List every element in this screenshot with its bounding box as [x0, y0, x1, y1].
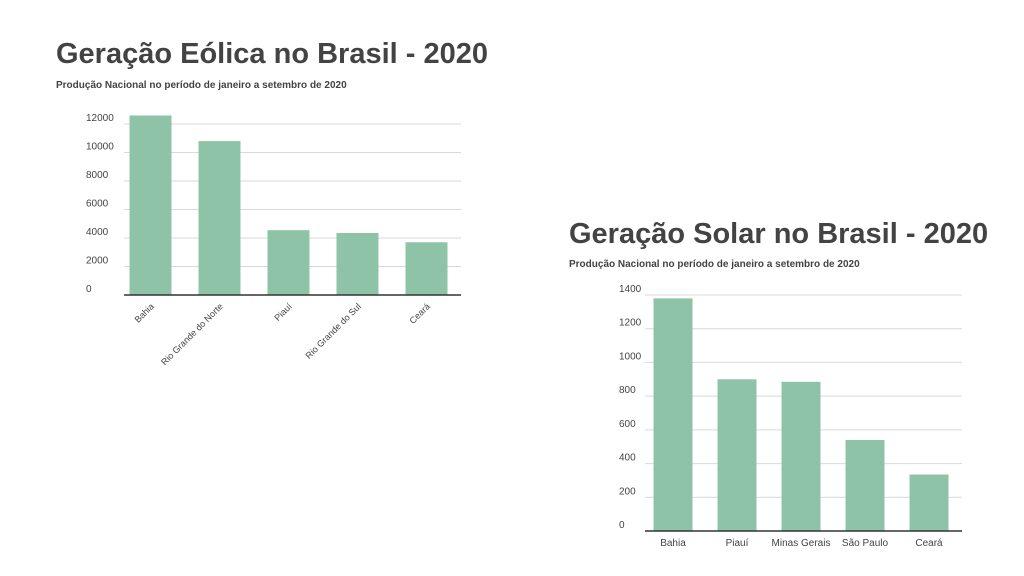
bar: [336, 233, 379, 295]
y-tick-label: 1000: [619, 351, 642, 362]
bar: [909, 474, 949, 531]
bar: [405, 242, 448, 295]
y-tick-label: 10000: [86, 142, 114, 153]
wind-chart-title: Geração Eólica no Brasil - 2020: [56, 38, 488, 70]
bar: [198, 141, 241, 295]
y-tick-label: 2000: [86, 256, 109, 267]
y-tick-label: 1200: [619, 318, 642, 329]
y-tick-label: 6000: [86, 199, 109, 210]
x-tick-label: Minas Gerais: [772, 538, 831, 549]
y-tick-label: 8000: [86, 170, 109, 181]
x-tick-label: Bahia: [660, 538, 686, 549]
bar: [717, 379, 757, 531]
bar: [129, 115, 172, 295]
x-tick-label: São Paulo: [842, 538, 889, 549]
y-tick-label: 400: [619, 453, 636, 464]
bar: [781, 381, 821, 531]
bar: [653, 298, 693, 531]
wind-chart-subtitle: Produção Nacional no período de janeiro …: [56, 80, 347, 91]
y-tick-label: 200: [619, 486, 636, 497]
y-tick-label: 12000: [86, 113, 114, 124]
y-tick-label: 4000: [86, 227, 109, 238]
x-tick-label: Piauí: [726, 538, 749, 549]
bar: [267, 230, 310, 295]
solar-chart-subtitle: Produção Nacional no período de janeiro …: [569, 259, 860, 270]
solar-chart-title: Geração Solar no Brasil - 2020: [569, 218, 989, 250]
y-tick-label: 800: [619, 385, 636, 396]
y-tick-label: 0: [86, 284, 92, 295]
x-tick-label: Ceará: [915, 538, 943, 549]
bar: [845, 439, 885, 531]
y-tick-label: 1400: [619, 284, 642, 295]
y-tick-label: 0: [619, 520, 625, 531]
y-tick-label: 600: [619, 419, 636, 430]
